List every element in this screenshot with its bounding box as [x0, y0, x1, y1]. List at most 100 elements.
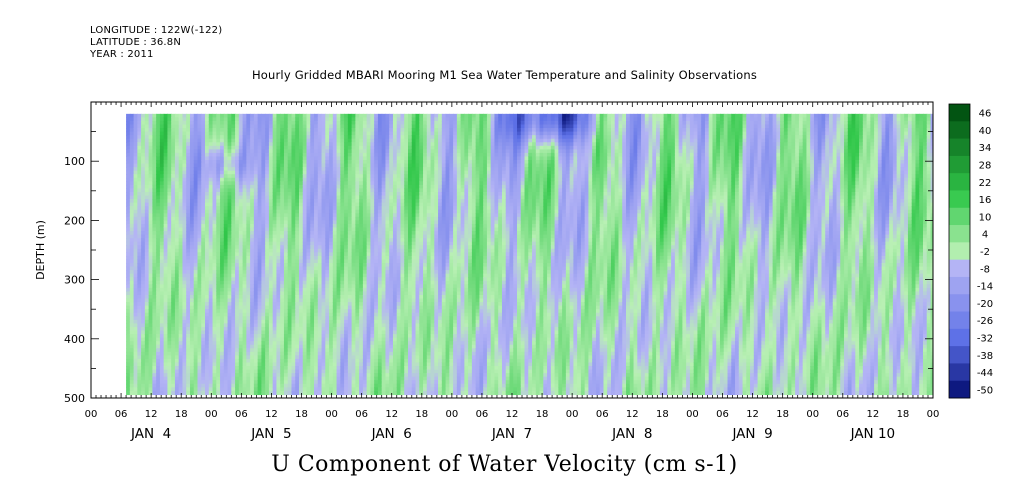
- heatmap-cell: [246, 160, 251, 165]
- heatmap-cell: [231, 309, 236, 314]
- heatmap-cell: [268, 117, 274, 122]
- heatmap-cell: [344, 206, 349, 211]
- heatmap-cell: [321, 294, 326, 300]
- heatmap-cell: [238, 199, 244, 204]
- heatmap-cell: [355, 206, 360, 211]
- heatmap-cell: [186, 213, 191, 218]
- heatmap-cell: [133, 351, 138, 356]
- heatmap-cell: [186, 241, 191, 246]
- heatmap-cell: [197, 216, 202, 221]
- heatmap-cell: [220, 209, 225, 214]
- heatmap-cell: [220, 184, 225, 190]
- heatmap-cell: [216, 220, 221, 225]
- heatmap-cell: [295, 184, 300, 190]
- heatmap-cell: [336, 334, 341, 339]
- heatmap-cell: [227, 366, 232, 371]
- heatmap-cell: [182, 351, 187, 356]
- heatmap-cell: [306, 181, 311, 186]
- heatmap-cell: [156, 362, 161, 367]
- heatmap-cell: [171, 220, 176, 225]
- heatmap-cell: [171, 149, 176, 154]
- heatmap-cell: [133, 206, 138, 211]
- heatmap-cell: [163, 302, 169, 307]
- heatmap-cell: [167, 124, 172, 129]
- heatmap-cell: [159, 280, 165, 285]
- heatmap-cell: [310, 234, 315, 239]
- heatmap-cell: [205, 160, 210, 165]
- heatmap-cell: [329, 128, 334, 133]
- heatmap-cell: [126, 188, 131, 193]
- heatmap-cell: [197, 149, 202, 154]
- heatmap-cell: [208, 248, 214, 253]
- heatmap-cell: [144, 326, 150, 332]
- heatmap-cell: [220, 273, 225, 278]
- heatmap-cell: [205, 355, 210, 360]
- heatmap-cell: [208, 117, 214, 122]
- heatmap-cell: [242, 316, 247, 321]
- heatmap-cell: [186, 316, 191, 321]
- heatmap-cell: [152, 220, 157, 225]
- heatmap-cell: [235, 319, 240, 325]
- heatmap-cell: [156, 177, 161, 182]
- heatmap-cell: [332, 202, 338, 207]
- heatmap-cell: [362, 145, 368, 150]
- heatmap-cell: [298, 366, 304, 371]
- heatmap-cell: [250, 280, 255, 285]
- heatmap-cell: [317, 188, 323, 193]
- heatmap-cell: [242, 128, 247, 133]
- heatmap-cell: [144, 312, 150, 317]
- heatmap-cell: [148, 355, 153, 360]
- heatmap-cell: [201, 341, 206, 346]
- heatmap-cell: [238, 309, 244, 314]
- heatmap-cell: [141, 142, 146, 147]
- heatmap-cell: [355, 344, 360, 349]
- heatmap-cell: [156, 113, 161, 118]
- heatmap-cell: [137, 142, 142, 147]
- heatmap-cell: [355, 323, 360, 328]
- heatmap-cell: [148, 252, 153, 257]
- heatmap-cell: [272, 280, 278, 285]
- heatmap-cell: [201, 376, 206, 381]
- heatmap-cell: [201, 124, 206, 129]
- heatmap-cell: [272, 312, 278, 317]
- heatmap-cell: [347, 117, 353, 122]
- heatmap-cell: [276, 252, 281, 257]
- heatmap-cell: [336, 351, 341, 356]
- heatmap-cell: [220, 227, 225, 232]
- heatmap-cell: [295, 348, 300, 353]
- heatmap-cell: [193, 131, 199, 136]
- heatmap-cell: [336, 291, 341, 296]
- heatmap-cell: [182, 341, 187, 346]
- heatmap-cell: [178, 231, 184, 236]
- heatmap-cell: [340, 337, 345, 342]
- heatmap-cell: [148, 316, 153, 321]
- heatmap-cell: [133, 390, 138, 396]
- heatmap-cell: [156, 319, 161, 325]
- heatmap-cell: [336, 202, 341, 207]
- heatmap-cell: [156, 373, 161, 378]
- heatmap-cell: [336, 177, 341, 182]
- heatmap-cell: [302, 309, 308, 314]
- heatmap-cell: [163, 160, 169, 165]
- heatmap-cell: [129, 291, 135, 296]
- heatmap-cell: [223, 152, 229, 158]
- heatmap-cell: [220, 312, 225, 317]
- heatmap-cell: [174, 245, 180, 250]
- heatmap-cell: [141, 245, 146, 250]
- heatmap-cell: [280, 234, 285, 239]
- heatmap-cell: [250, 231, 255, 236]
- heatmap-cell: [141, 309, 146, 314]
- heatmap-cell: [201, 195, 206, 200]
- heatmap-cell: [159, 128, 165, 133]
- heatmap-cell: [156, 383, 161, 388]
- heatmap-cell: [295, 266, 300, 271]
- heatmap-cell: [298, 380, 304, 385]
- heatmap-cell: [186, 330, 191, 335]
- heatmap-cell: [359, 113, 364, 118]
- heatmap-cell: [137, 184, 142, 190]
- heatmap-cell: [133, 238, 138, 243]
- heatmap-cell: [126, 390, 131, 396]
- heatmap-cell: [171, 181, 176, 186]
- heatmap-cell: [208, 316, 214, 321]
